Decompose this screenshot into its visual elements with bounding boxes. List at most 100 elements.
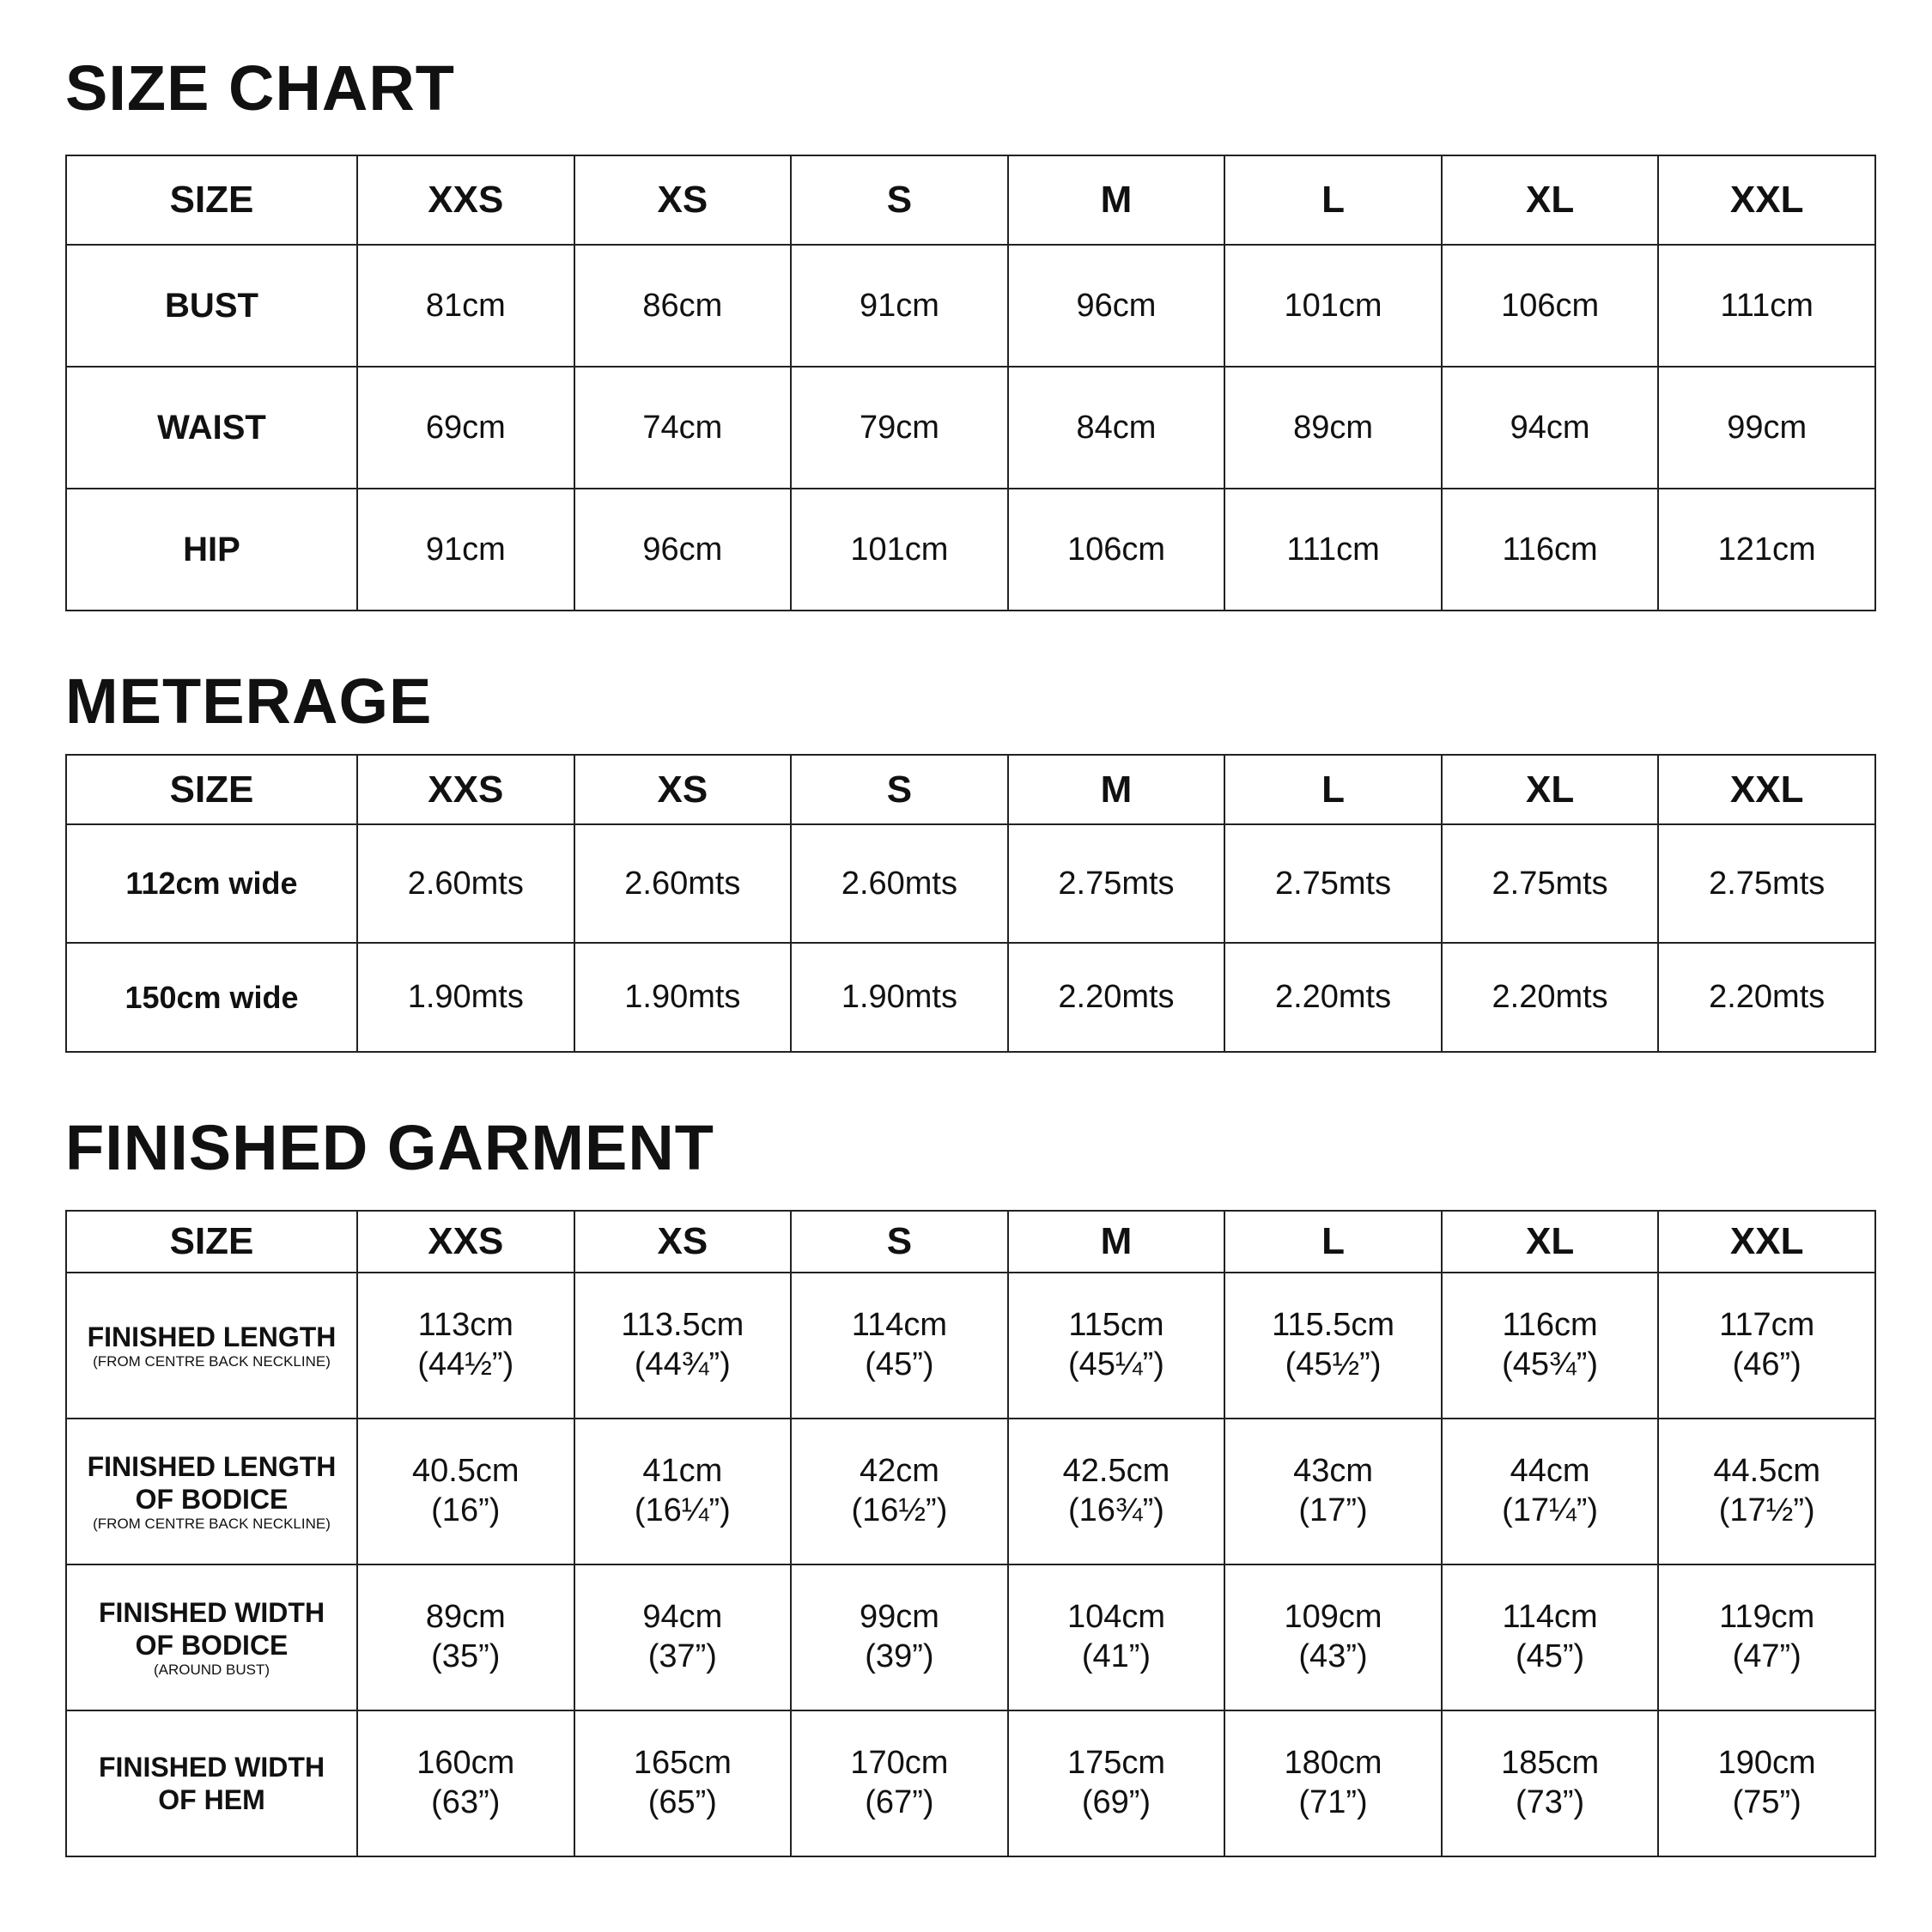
value-inches: (17”) [1298,1492,1368,1528]
row-label-line: FINISHED WIDTH [98,1596,325,1628]
value-cm: 114cm [851,1307,948,1344]
value-cell: 185cm (73”) [1440,1710,1660,1857]
value-cell: 2.60mts [573,823,793,944]
value-cell: 101cm [790,488,1009,611]
value-cell: 94cm (37”) [573,1564,793,1711]
table-row: FINISHED WIDTH OF HEM 160cm (63”) 165cm (65”)… [65,1710,1876,1857]
row-label-note: (FROM CENTRE BACK NECKLINE) [93,1516,331,1533]
header-cell: XS [573,155,793,246]
value-inches: (71”) [1298,1784,1368,1820]
value-inches: (35”) [431,1638,501,1674]
value-cm: 94cm [642,1599,723,1636]
value-cm: 115.5cm [1272,1307,1394,1344]
value-cm: 114cm [1502,1599,1598,1636]
value-cell: 89cm (35”) [356,1564,575,1711]
row-label: FINISHED LENGTH OF BODICE (FROM CENTRE BAC… [65,1418,358,1565]
value-cell: 106cm [1006,488,1226,611]
value-cell: 99cm (39”) [790,1564,1009,1711]
value-cell: 2.60mts [790,823,1009,944]
value-cell: 84cm [1006,366,1226,489]
header-cell: SIZE [65,155,358,246]
value-cm: 113.5cm [621,1307,744,1344]
header-cell: SIZE [65,1210,358,1273]
value-cm: 115cm [1068,1307,1164,1344]
row-label: HIP [65,488,358,611]
size-chart-table: SIZE XXS XS S M L XL XXL BUST 81cm 86cm 91cm 96cm 101… [65,155,1876,611]
header-cell: M [1006,155,1226,246]
meterage-table: SIZE XXS XS S M L XL XXL 112cm wide 2.60mts 2.60mt… [65,754,1876,1053]
value-cell: 2.20mts [1006,942,1226,1053]
value-cm: 113cm [417,1307,513,1344]
value-cell: 81cm [356,244,575,368]
value-cm: 89cm [425,1599,506,1636]
value-cell: 2.75mts [1440,823,1660,944]
value-cm: 109cm [1284,1599,1382,1636]
value-cell: 114cm (45”) [790,1272,1009,1419]
value-inches: (37”) [647,1638,717,1674]
value-inches: (16½”) [851,1492,948,1528]
value-cm: 175cm [1066,1745,1165,1782]
value-inches: (17½”) [1718,1492,1815,1528]
meterage-title: METERAGE [65,665,433,737]
value-inches: (63”) [431,1784,501,1820]
table-row: BUST 81cm 86cm 91cm 96cm 101cm 106cm 111cm [65,244,1876,368]
value-inches: (65”) [647,1784,717,1820]
value-cm: 42cm [859,1453,939,1490]
value-cm: 170cm [850,1745,949,1782]
value-cell: 115cm (45¼”) [1006,1272,1226,1419]
value-inches: (16¼”) [634,1492,731,1528]
value-cell: 69cm [356,366,575,489]
row-label: WAIST [65,366,358,489]
row-label-line: OF BODICE [135,1484,289,1515]
value-cell: 165cm (65”) [573,1710,793,1857]
header-cell: XS [573,1210,793,1273]
value-cell: 44cm (17¼”) [1440,1418,1660,1565]
header-cell: L [1224,754,1443,825]
row-label-line: OF HEM [158,1784,265,1815]
value-inches: (45”) [1515,1638,1585,1674]
value-cm: 44.5cm [1713,1453,1820,1490]
value-cell: 116cm (45¾”) [1440,1272,1660,1419]
finished-garment-title: FINISHED GARMENT [65,1112,714,1183]
value-inches: (45¼”) [1068,1346,1164,1382]
value-cm: 180cm [1284,1745,1382,1782]
value-cell: 113.5cm (44¾”) [573,1272,793,1419]
finished-garment-table: SIZE XXS XS S M L XL XXL FINISHED LENGTH (FROM CE… [65,1210,1876,1857]
header-cell: XXL [1657,1210,1876,1273]
value-cell: 121cm [1657,488,1876,611]
value-cell: 160cm (63”) [356,1710,575,1857]
value-cell: 119cm (47”) [1657,1564,1876,1711]
value-cell: 113cm (44½”) [356,1272,575,1419]
header-cell: L [1224,1210,1443,1273]
table-row: 150cm wide 1.90mts 1.90mts 1.90mts 2.20mts 2.… [65,942,1876,1053]
value-inches: (44½”) [417,1346,514,1382]
row-label-line: FINISHED LENGTH [87,1450,337,1482]
header-row: SIZE XXS XS S M L XL XXL [65,1210,1876,1273]
header-cell: XXL [1657,754,1876,825]
row-label-note: (AROUND BUST) [153,1662,270,1679]
value-inches: (45½”) [1285,1346,1382,1382]
value-inches: (43”) [1298,1638,1368,1674]
value-cell: 96cm [1006,244,1226,368]
value-cell: 96cm [573,488,793,611]
value-inches: (16”) [431,1492,501,1528]
value-cell: 1.90mts [573,942,793,1053]
value-inches: (69”) [1081,1784,1151,1820]
header-cell: L [1224,155,1443,246]
value-cell: 2.60mts [356,823,575,944]
header-cell: XXL [1657,155,1876,246]
value-cell: 116cm [1440,488,1660,611]
row-label-note: (FROM CENTRE BACK NECKLINE) [93,1353,331,1370]
row-label: 112cm wide [65,823,358,944]
header-cell: S [790,155,1009,246]
value-cell: 86cm [573,244,793,368]
value-cell: 42.5cm (16¾”) [1006,1418,1226,1565]
row-label: 150cm wide [65,942,358,1053]
value-cm: 160cm [416,1745,515,1782]
value-cm: 43cm [1293,1453,1373,1490]
header-cell: XS [573,754,793,825]
value-cell: 2.75mts [1006,823,1226,944]
value-cell: 42cm (16½”) [790,1418,1009,1565]
value-cm: 116cm [1502,1307,1598,1344]
header-cell: XL [1440,754,1660,825]
